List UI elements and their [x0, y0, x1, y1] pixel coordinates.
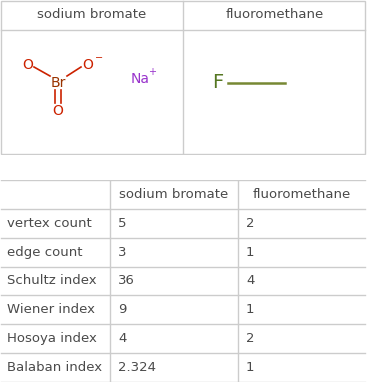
Text: O: O [22, 58, 33, 72]
Text: Schultz index: Schultz index [7, 275, 97, 288]
Text: O: O [52, 104, 63, 118]
Text: sodium bromate: sodium bromate [119, 188, 229, 201]
Text: 2: 2 [246, 217, 254, 230]
Text: 2.324: 2.324 [118, 361, 156, 374]
Text: 36: 36 [118, 275, 135, 288]
Text: O: O [83, 58, 94, 72]
Text: +: + [148, 67, 156, 77]
Text: 4: 4 [118, 332, 126, 345]
Text: Br: Br [50, 76, 66, 90]
Text: 1: 1 [246, 303, 254, 316]
Text: Na: Na [131, 72, 149, 86]
Text: edge count: edge count [7, 246, 83, 259]
Text: Balaban index: Balaban index [7, 361, 102, 374]
Text: Hosoya index: Hosoya index [7, 332, 97, 345]
Text: −: − [95, 53, 103, 63]
Text: 2: 2 [246, 332, 254, 345]
Text: vertex count: vertex count [7, 217, 92, 230]
Text: 9: 9 [118, 303, 126, 316]
Text: fluoromethane: fluoromethane [252, 188, 350, 201]
Text: fluoromethane: fluoromethane [226, 8, 324, 21]
Text: 1: 1 [246, 246, 254, 259]
Text: 3: 3 [118, 246, 127, 259]
Text: Wiener index: Wiener index [7, 303, 95, 316]
Text: F: F [212, 73, 224, 92]
Text: 1: 1 [246, 361, 254, 374]
Text: 5: 5 [118, 217, 127, 230]
Text: sodium bromate: sodium bromate [37, 8, 146, 21]
Text: 4: 4 [246, 275, 254, 288]
